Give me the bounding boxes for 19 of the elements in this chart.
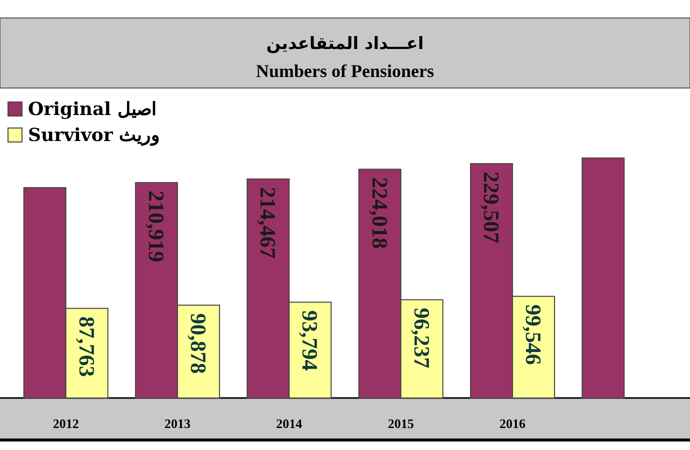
data-label: 93,794 xyxy=(298,310,323,371)
data-label: 214,467 xyxy=(256,186,281,258)
x-tick-label: 2012 xyxy=(52,416,79,431)
legend-label: Survivor وريث xyxy=(28,125,160,146)
data-label: 90,878 xyxy=(186,313,211,374)
data-label: 87,763 xyxy=(74,316,100,377)
data-label: 224,018 xyxy=(367,177,392,249)
data-label: 99,546 xyxy=(521,304,546,365)
data-label: 96,237 xyxy=(409,308,434,368)
chart-subtitle: Numbers of Pensioners xyxy=(256,61,434,81)
x-tick-label: 2014 xyxy=(276,416,303,431)
bar xyxy=(582,158,625,398)
x-tick-label: 2016 xyxy=(500,416,526,431)
data-label: 229,507 xyxy=(479,172,504,244)
x-tick-label: 2015 xyxy=(388,416,414,431)
chart-title: اعـــداد المتقاعدين xyxy=(266,34,424,54)
legend-label: Original اصيل xyxy=(28,99,156,120)
x-tick-label: 2013 xyxy=(164,416,191,431)
data-label: 210,919 xyxy=(144,190,169,262)
